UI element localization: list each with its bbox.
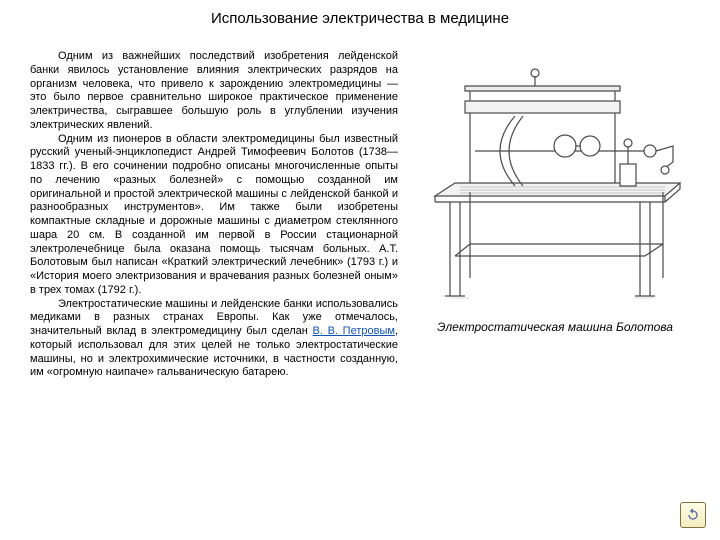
return-button[interactable] — [680, 502, 706, 528]
paragraph-2: Одним из пионеров в области электромедиц… — [30, 133, 398, 298]
machine-illustration — [415, 46, 695, 306]
body-text: Одним из важнейших последствий изобретен… — [30, 50, 398, 380]
page-title: Использование электричества в медицине — [0, 10, 720, 27]
petrov-link[interactable]: В. В. Петровым — [313, 325, 395, 337]
paragraph-1: Одним из важнейших последствий изобретен… — [30, 50, 398, 133]
figure-caption: Электростатическая машина Болотова — [415, 320, 695, 334]
figure-electrostatic-machine — [415, 46, 695, 306]
return-arrow-icon — [685, 507, 701, 523]
paragraph-3: Электростатические машины и лейденские б… — [30, 298, 398, 381]
